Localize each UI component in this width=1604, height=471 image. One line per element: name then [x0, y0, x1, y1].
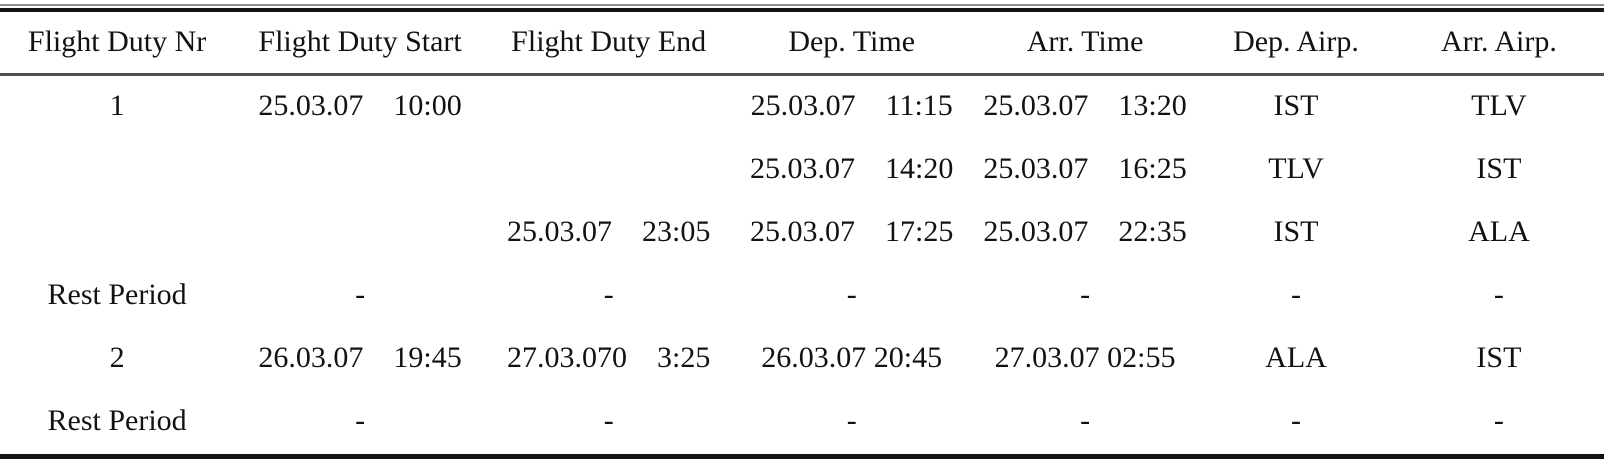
table-cell: Rest Period [47, 277, 187, 311]
table-row-rest-period-1: Rest Period - - - - - - [0, 263, 1604, 326]
table-cell: - [1290, 277, 1301, 311]
table-cell: - [603, 277, 614, 311]
table-cell: IST [1476, 340, 1522, 374]
table-cell: 27.03.07 02:55 [994, 340, 1176, 374]
bottom-rule [0, 454, 1604, 459]
table-cell: - [846, 277, 857, 311]
table-cell: 2 [109, 340, 125, 374]
table-cell: 26.03.07 20:45 [761, 340, 943, 374]
table-cell [234, 137, 486, 200]
table-cell: 25.03.07 10:00 [258, 89, 462, 123]
table-cell [486, 137, 731, 200]
table-cell [234, 200, 486, 263]
table-cell: IST [1273, 89, 1319, 123]
table-cell: - [1080, 403, 1091, 437]
table-row-flight-1-leg-2: 25.03.07 14:20 25.03.07 16:25 TLV IST [0, 137, 1604, 200]
column-header-dep-airp: Dep. Airp. [1198, 11, 1394, 76]
top-rule-thin [0, 4, 1604, 6]
table-cell: - [1290, 403, 1301, 437]
column-header-flight-duty-nr: Flight Duty Nr [0, 11, 235, 76]
table-row-rest-period-2: Rest Period - - - - - - [0, 389, 1604, 452]
table-cell: 27.03.070 3:25 [507, 340, 711, 374]
table-cell: 1 [109, 89, 125, 123]
table-cell: 25.03.07 11:15 [750, 89, 953, 123]
table-cell: - [355, 277, 366, 311]
table-cell: TLV [1268, 151, 1324, 185]
table-cell: - [355, 403, 366, 437]
table-cell: 25.03.07 17:25 [750, 214, 954, 248]
table-header-row: Flight Duty Nr Flight Duty Start Flight … [0, 11, 1604, 76]
table-cell: 26.03.07 19:45 [258, 340, 462, 374]
table-cell: 25.03.07 16:25 [983, 151, 1187, 185]
table-cell: 25.03.07 22:35 [983, 214, 1187, 248]
flight-duty-table: Flight Duty Nr Flight Duty Start Flight … [0, 11, 1604, 452]
table-cell: 25.03.07 13:20 [983, 89, 1187, 123]
table-cell: 25.03.07 23:05 [507, 214, 711, 248]
table-cell: - [1080, 277, 1091, 311]
table-row-flight-1-leg-1: 1 25.03.07 10:00 25.03.07 11:15 25.03.07… [0, 74, 1604, 137]
table-cell: - [1493, 277, 1504, 311]
table-cell: ALA [1265, 340, 1327, 374]
table-row-flight-2: 2 26.03.07 19:45 27.03.070 3:25 26.03.07… [0, 326, 1604, 389]
column-header-flight-duty-start: Flight Duty Start [234, 11, 486, 76]
table-cell: - [1493, 403, 1504, 437]
table-cell: 25.03.07 14:20 [750, 151, 954, 185]
column-header-dep-time: Dep. Time [731, 11, 972, 76]
table-cell: IST [1273, 214, 1319, 248]
table-cell: ALA [1468, 214, 1530, 248]
table-cell [0, 137, 234, 200]
table-cell: TLV [1471, 89, 1527, 123]
column-header-flight-duty-end: Flight Duty End [485, 11, 732, 76]
table-row-flight-1-leg-3: 25.03.07 23:05 25.03.07 17:25 25.03.07 2… [0, 200, 1604, 263]
table-cell [0, 200, 234, 263]
table-cell [486, 74, 731, 137]
column-header-arr-airp: Arr. Airp. [1393, 11, 1604, 76]
table-cell: Rest Period [47, 403, 187, 437]
top-rule-thick [0, 8, 1604, 12]
table-cell: - [846, 403, 857, 437]
table-cell: - [603, 403, 614, 437]
table-cell: IST [1476, 151, 1522, 185]
column-header-arr-time: Arr. Time [971, 11, 1199, 76]
